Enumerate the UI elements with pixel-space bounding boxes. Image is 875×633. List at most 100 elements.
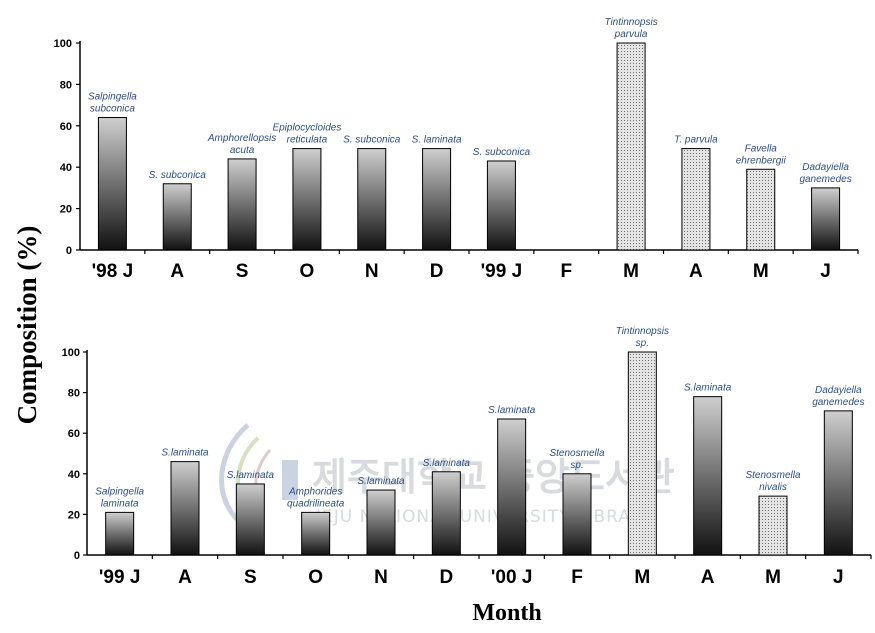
bar-label: Tintinnopsis	[604, 17, 657, 28]
y-tick-label: 100	[62, 347, 80, 359]
bar-label: T. parvula	[674, 135, 718, 146]
y-tick-label: 40	[60, 162, 72, 174]
bar-label: Stenosmella	[745, 470, 800, 481]
bar	[746, 168, 776, 251]
y-tick-label: 80	[68, 388, 80, 400]
bar-label: sp.	[570, 460, 583, 471]
bar-label: laminata	[101, 498, 139, 509]
bar-label: Amphorides	[288, 486, 342, 497]
bar-label: Amphorellopsis	[207, 133, 276, 144]
bar-label: ganemedes	[799, 174, 851, 185]
x-tick-label: '99 J	[481, 261, 523, 282]
bar-label: S. subconica	[473, 147, 531, 158]
x-tick-label: N	[365, 261, 379, 282]
x-tick-label: '99 J	[99, 567, 141, 588]
bar-label: reticulata	[287, 135, 328, 146]
bar	[758, 495, 788, 556]
x-tick-label: M	[623, 261, 639, 282]
y-tick-label: 0	[74, 550, 80, 562]
bar-label: Stenosmella	[549, 448, 604, 459]
bar-label: ehrenbergii	[736, 155, 787, 166]
x-tick-label: A	[701, 567, 715, 588]
x-tick-label: D	[430, 261, 444, 282]
bar	[422, 148, 452, 251]
bar	[616, 42, 646, 251]
bar	[811, 187, 841, 251]
x-tick-label: O	[300, 261, 315, 282]
bar	[162, 183, 192, 251]
bar-label: quadrilineata	[287, 498, 345, 509]
y-tick-label: 40	[68, 469, 80, 481]
y-tick-label: 20	[68, 509, 80, 521]
bar-label: S.laminata	[423, 458, 471, 469]
x-tick-label: '98 J	[92, 261, 134, 282]
bar	[170, 461, 200, 556]
bar-label: Epiplocycloides	[272, 123, 341, 134]
y-tick-label: 80	[60, 79, 72, 91]
bar-label: S.laminata	[488, 405, 536, 416]
x-tick-label: A	[178, 567, 192, 588]
x-tick-label: D	[439, 567, 453, 588]
x-tick-label: '00 J	[491, 567, 533, 588]
bar	[681, 148, 711, 251]
bar	[301, 511, 331, 556]
x-tick-label: J	[833, 567, 844, 588]
bar-label: nivalis	[759, 482, 787, 493]
bar-label: Tintinnopsis	[616, 326, 669, 337]
x-tick-label: M	[634, 567, 650, 588]
bar-label: Dadayiella	[815, 385, 862, 396]
x-tick-label: S	[236, 261, 249, 282]
bar-label: S.laminata	[161, 448, 209, 459]
bar	[627, 351, 657, 556]
bar	[431, 471, 461, 556]
x-tick-label: M	[753, 261, 769, 282]
bar-label: Favella	[745, 143, 778, 154]
bar-label: ganemedes	[812, 397, 864, 408]
bar	[693, 396, 723, 556]
watermark-logo-icon	[219, 423, 298, 522]
bar-label: S. laminata	[412, 135, 462, 146]
bar	[562, 473, 592, 556]
bar	[486, 160, 516, 251]
bar	[97, 117, 127, 251]
y-axis-label: Composition (%)	[12, 226, 42, 425]
x-tick-label: S	[244, 567, 257, 588]
bar-label: Dadayiella	[802, 162, 849, 173]
watermark-subtitle: JEJU NATIONAL UNIVERSITY LIBRARY	[315, 507, 654, 527]
x-tick-label: F	[571, 567, 583, 588]
y-tick-label: 60	[60, 121, 72, 133]
bar-label: S.laminata	[357, 476, 405, 487]
x-axis-label: Month	[472, 600, 541, 626]
x-tick-label: A	[170, 261, 184, 282]
x-tick-label: J	[820, 261, 831, 282]
bar	[235, 483, 265, 556]
bar-label: subconica	[90, 104, 135, 115]
bar-label: Salpingella	[95, 486, 144, 497]
y-tick-label: 100	[54, 38, 72, 50]
bar-label: S.laminata	[227, 470, 275, 481]
bar	[366, 489, 396, 556]
bar	[227, 158, 257, 251]
bar-label: parvula	[614, 29, 648, 40]
y-tick-label: 60	[68, 428, 80, 440]
y-tick-label: 20	[60, 204, 72, 216]
bar-label: S. subconica	[343, 135, 401, 146]
bar-label: sp.	[636, 338, 649, 349]
x-tick-label: A	[689, 261, 703, 282]
x-tick-label: O	[308, 567, 323, 588]
bar	[823, 410, 853, 556]
bar	[292, 148, 322, 251]
bar	[497, 418, 527, 556]
bar-label: Salpingella	[88, 92, 137, 103]
bar-label: S.laminata	[684, 383, 732, 394]
bar-label: acuta	[230, 145, 255, 156]
x-tick-label: M	[765, 567, 781, 588]
y-tick-label: 0	[66, 245, 72, 257]
bar	[105, 511, 135, 556]
bar-label: S. subconica	[149, 170, 207, 181]
x-tick-label: N	[374, 567, 388, 588]
